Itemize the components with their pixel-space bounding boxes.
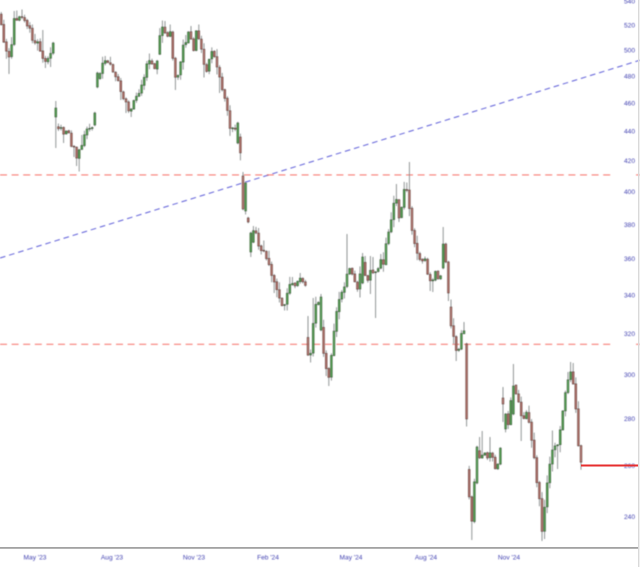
- svg-text:May '24: May '24: [340, 555, 363, 562]
- svg-text:240: 240: [624, 514, 635, 521]
- svg-text:400: 400: [624, 189, 635, 196]
- svg-text:300: 300: [624, 372, 635, 379]
- svg-text:Nov '24: Nov '24: [498, 555, 520, 562]
- svg-text:520: 520: [624, 22, 635, 29]
- svg-text:Nov '23: Nov '23: [183, 555, 205, 562]
- svg-text:500: 500: [624, 47, 635, 54]
- svg-text:340: 340: [624, 293, 635, 300]
- svg-text:360: 360: [624, 256, 635, 263]
- svg-text:380: 380: [624, 222, 635, 229]
- svg-text:Feb '24: Feb '24: [257, 555, 279, 562]
- svg-text:420: 420: [624, 158, 635, 165]
- svg-text:May '23: May '23: [24, 555, 47, 562]
- svg-text:440: 440: [624, 129, 635, 136]
- svg-text:260: 260: [624, 463, 635, 470]
- svg-text:280: 280: [624, 416, 635, 423]
- svg-text:Aug '23: Aug '23: [101, 555, 123, 562]
- svg-text:540: 540: [624, 0, 635, 5]
- svg-text:Aug '24: Aug '24: [415, 555, 437, 562]
- svg-text:320: 320: [624, 331, 635, 338]
- svg-text:460: 460: [624, 100, 635, 107]
- svg-text:480: 480: [624, 73, 635, 80]
